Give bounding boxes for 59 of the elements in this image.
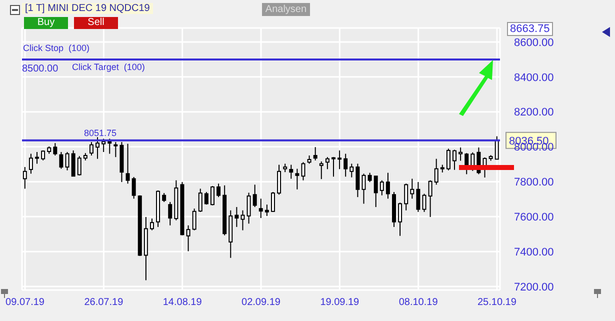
- candlestick: [313, 146, 318, 161]
- candlestick: [35, 152, 40, 164]
- candlestick: [28, 153, 33, 174]
- ref-line-label: 8500.00: [22, 63, 59, 74]
- candlestick: [452, 149, 457, 170]
- candlestick: [77, 156, 82, 176]
- y-tick-label: 7400.00: [514, 246, 554, 258]
- candlestick: [71, 150, 76, 177]
- candlestick: [168, 201, 172, 226]
- candlestick: [289, 164, 294, 180]
- text: 8663.75: [507, 22, 553, 36]
- candlestick: [356, 163, 360, 198]
- annotation: Click Target (100): [72, 62, 145, 72]
- candlestick: [344, 153, 348, 178]
- y-tick-label: 8200.00: [514, 106, 554, 119]
- candlestick: [374, 176, 378, 208]
- candlestick: [65, 152, 70, 171]
- candlestick: [198, 188, 202, 212]
- candlestick: [204, 192, 208, 206]
- candlestick: [350, 163, 354, 178]
- y-tick-label: 7600.00: [514, 212, 554, 224]
- candlestick: [386, 172, 390, 200]
- chart-title: [1 T] MINI DEC 19 NQDC19: [22, 3, 153, 14]
- candlestick: [295, 168, 300, 190]
- candlestick: [210, 186, 214, 206]
- x-tick-label: 08.10.19: [398, 297, 438, 308]
- text: Sell: [74, 17, 118, 29]
- candlestick: [416, 182, 420, 212]
- candlestick: [331, 156, 336, 178]
- annotation: 8051.75: [84, 128, 117, 138]
- candlestick: [59, 152, 64, 170]
- x-tick-label: 09.07.19: [6, 297, 45, 308]
- x-tick-label: 14.08.19: [162, 297, 202, 308]
- candlestick: [264, 204, 269, 216]
- candlestick: [132, 176, 136, 200]
- x-tick-label: 26.07.19: [84, 297, 124, 308]
- candlestick: [126, 143, 130, 184]
- annotation: Click Stop (100): [23, 43, 90, 53]
- candlestick: [234, 206, 239, 228]
- candlestick: [368, 172, 372, 183]
- x-tick-label: 19.09.19: [320, 297, 360, 308]
- text: Buy: [24, 17, 68, 29]
- candlestick: [338, 150, 342, 170]
- candlestick: [53, 142, 58, 156]
- text: Analysen: [262, 3, 310, 16]
- candlestick: [270, 192, 275, 212]
- candlestick: [114, 142, 118, 158]
- candlestick: [258, 198, 263, 219]
- y-tick-label: 8400.00: [514, 72, 554, 84]
- candlestick: [216, 183, 221, 198]
- x-tick-label: 02.09.19: [242, 297, 281, 308]
- candlestick: [252, 184, 257, 208]
- y-tick-label: 7800.00: [514, 176, 554, 189]
- y-tick-label: 8600.00: [514, 36, 554, 49]
- candlestick: [325, 156, 330, 170]
- candlestick: [422, 193, 426, 212]
- x-tick-label: 25.10.19: [478, 297, 517, 308]
- y-tick-label: 7200.00: [514, 281, 554, 294]
- candlestick: [319, 160, 324, 180]
